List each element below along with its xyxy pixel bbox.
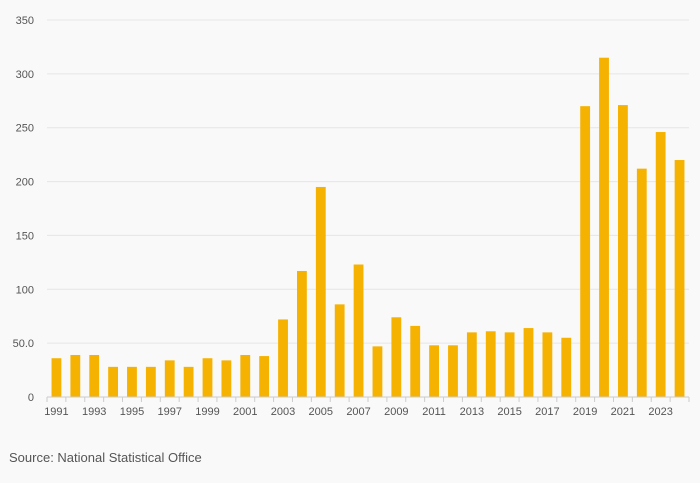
bar-2014 xyxy=(485,331,496,397)
x-tick-label: 1999 xyxy=(195,406,219,418)
x-tick-label: 2007 xyxy=(346,406,370,418)
bar-2010 xyxy=(410,325,421,397)
y-tick-label: 300 xyxy=(16,69,34,81)
bar-1997 xyxy=(164,360,175,397)
bar-2020 xyxy=(599,57,609,397)
x-tick-label: 2009 xyxy=(384,406,408,418)
bar-1991 xyxy=(51,358,62,397)
bar-2011 xyxy=(429,345,439,397)
bars xyxy=(51,57,685,398)
x-axis xyxy=(46,396,690,402)
bar-1994 xyxy=(108,366,118,397)
bar-2012 xyxy=(448,345,458,397)
bar-2016 xyxy=(523,328,534,397)
x-axis-tick-labels: 1991 1993 1995 1997 1999 2001 2003 2005 2007 2009… xyxy=(44,406,673,418)
bar-1999 xyxy=(202,358,213,397)
source-note: Source: National Statistical Office xyxy=(9,450,202,465)
bar-2023 xyxy=(655,132,666,397)
bar-2001 xyxy=(240,354,251,397)
y-tick-label: 200 xyxy=(16,177,34,189)
bar-2024 xyxy=(674,160,685,397)
bar-1998 xyxy=(183,366,194,397)
bar-2000 xyxy=(221,360,232,397)
y-tick-label: 0 xyxy=(28,392,34,404)
bar-2019 xyxy=(580,106,591,398)
bar-1992 xyxy=(70,354,81,397)
bar-2018 xyxy=(561,337,572,397)
y-axis-tick-labels: 0 50.0 100 150 200 250 300 350 xyxy=(13,15,34,404)
x-tick-label: 1993 xyxy=(82,406,106,418)
x-tick-label: 2003 xyxy=(271,406,295,418)
bar-2002 xyxy=(259,356,270,397)
x-tick-label: 2013 xyxy=(460,406,484,418)
y-tick-label: 150 xyxy=(16,230,34,242)
y-tick-label: 350 xyxy=(16,15,34,27)
bar-1993 xyxy=(89,354,100,397)
bar-2021 xyxy=(618,105,628,397)
bar-1996 xyxy=(145,366,156,397)
bar-2013 xyxy=(466,332,477,397)
y-tick-label: 100 xyxy=(16,284,34,296)
x-tick-label: 1995 xyxy=(120,406,144,418)
x-tick-label: 1997 xyxy=(157,406,181,418)
x-tick-label: 2005 xyxy=(309,406,333,418)
bar-1995 xyxy=(127,366,137,397)
y-tick-label: 250 xyxy=(16,123,34,135)
bar-chart: 0 50.0 100 150 200 250 300 350 1991 1993 1995 1997… xyxy=(13,15,690,418)
x-tick-label: 2011 xyxy=(422,406,446,418)
x-tick-label: 1991 xyxy=(44,406,68,418)
y-tick-label: 50.0 xyxy=(13,338,34,350)
x-tick-label: 2001 xyxy=(233,406,257,418)
bar-2015 xyxy=(504,332,515,397)
x-tick-label: 2023 xyxy=(648,406,672,418)
x-tick-label: 2019 xyxy=(573,406,597,418)
x-tick-label: 2015 xyxy=(497,406,521,418)
bar-2009 xyxy=(391,317,402,397)
bar-2006 xyxy=(334,304,345,397)
gridlines xyxy=(47,19,689,344)
bar-2017 xyxy=(542,332,553,397)
x-tick-label: 2021 xyxy=(611,406,635,418)
bar-2022 xyxy=(636,168,647,397)
bar-2003 xyxy=(278,319,288,397)
bar-2005 xyxy=(315,186,326,397)
x-tick-label: 2017 xyxy=(535,406,559,418)
bar-2007 xyxy=(353,264,364,397)
bar-2008 xyxy=(372,346,383,397)
bar-2004 xyxy=(297,270,307,397)
